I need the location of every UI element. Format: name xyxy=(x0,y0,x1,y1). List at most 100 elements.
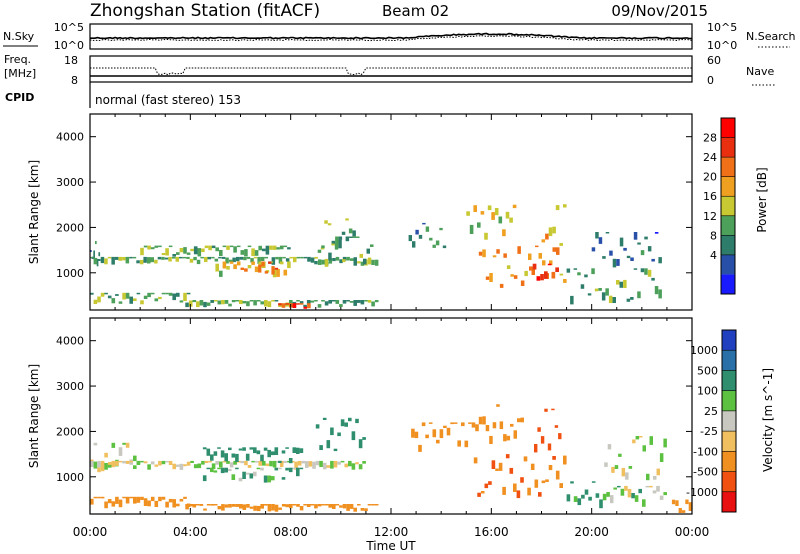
velocity-axis-ticks: 1000 2000 3000 4000 xyxy=(56,318,693,514)
heatmap-cell xyxy=(267,475,271,483)
heatmap-cell xyxy=(634,495,639,502)
heatmap-cell xyxy=(228,504,232,508)
heatmap-cell xyxy=(231,474,236,480)
heatmap-cell xyxy=(281,303,286,308)
heatmap-cell xyxy=(523,456,528,462)
heatmap-cell xyxy=(104,258,108,265)
heatmap-cell xyxy=(328,252,332,261)
heatmap-cell xyxy=(314,300,318,302)
heatmap-cell xyxy=(544,408,548,412)
heatmap-cell xyxy=(357,504,361,506)
cpid-text: normal (fast stereo) 153 xyxy=(95,93,241,107)
heatmap-cell xyxy=(100,460,105,468)
heatmap-cell xyxy=(349,301,354,303)
colorbar-tick-label: -100 xyxy=(693,445,718,458)
heatmap-cell xyxy=(658,257,662,264)
heatmap-cell xyxy=(644,236,648,240)
heatmap-cell xyxy=(283,245,288,248)
heatmap-cell xyxy=(111,501,116,507)
heatmap-cell xyxy=(264,300,268,307)
heatmap-cell xyxy=(118,499,123,508)
heatmap-cell xyxy=(566,268,571,273)
heatmap-cell xyxy=(307,256,311,262)
heatmap-cell xyxy=(147,464,151,470)
heatmap-cell xyxy=(296,447,300,454)
heatmap-cell xyxy=(348,228,353,234)
heatmap-cell xyxy=(529,266,533,271)
noise-panel: N.Sky 10^5 10^0 10^5 10^0 N.Search xyxy=(3,21,796,52)
heatmap-cell xyxy=(573,496,578,502)
heatmap-cell xyxy=(210,454,214,461)
heatmap-cell xyxy=(312,461,316,469)
heatmap-cell xyxy=(555,205,560,211)
heatmap-cell xyxy=(233,246,237,253)
heatmap-cell xyxy=(517,246,521,254)
heatmap-cell xyxy=(345,218,349,221)
heatmap-cell xyxy=(292,467,297,470)
heatmap-cell xyxy=(346,300,350,302)
heatmap-cell xyxy=(446,427,451,436)
heatmap-cell xyxy=(274,504,279,512)
heatmap-cell xyxy=(213,470,218,473)
heatmap-cell xyxy=(310,504,315,506)
heatmap-cell xyxy=(608,295,613,303)
heatmap-cell xyxy=(351,463,356,470)
heatmap-cell xyxy=(125,256,130,264)
heatmap-cell xyxy=(176,292,180,297)
heatmap-cell xyxy=(488,481,492,485)
heatmap-cell xyxy=(342,256,347,261)
heatmap-cell xyxy=(235,504,239,507)
heatmap-cell xyxy=(545,479,549,482)
heatmap-cell xyxy=(118,256,122,261)
heatmap-cell xyxy=(432,244,436,248)
power-panel-frame xyxy=(89,113,693,311)
heatmap-cell xyxy=(640,268,645,273)
heatmap-cell xyxy=(199,504,204,506)
cpid-label: CPID xyxy=(5,91,34,104)
heatmap-cell xyxy=(296,256,301,259)
heatmap-cell xyxy=(122,292,126,300)
heatmap-cell xyxy=(158,496,162,502)
heatmap-cell xyxy=(609,495,614,504)
heatmap-cell xyxy=(642,445,646,452)
heatmap-cell xyxy=(357,300,361,303)
heatmap-cell xyxy=(161,253,166,256)
heatmap-cell xyxy=(606,492,610,497)
heatmap-cell xyxy=(274,267,279,270)
heatmap-cell xyxy=(118,447,123,456)
heatmap-cell xyxy=(587,293,592,296)
heatmap-cell xyxy=(330,460,334,469)
heatmap-cell xyxy=(222,245,227,248)
heatmap-cell xyxy=(161,460,166,465)
heatmap-cell xyxy=(264,256,268,259)
y-tick-label: 3000 xyxy=(56,176,84,189)
heatmap-cell xyxy=(239,300,243,305)
heatmap-cell xyxy=(502,229,506,237)
heatmap-cell xyxy=(328,300,332,304)
heatmap-cell xyxy=(226,245,230,250)
heatmap-cell xyxy=(349,236,353,238)
heatmap-cell xyxy=(630,297,634,300)
heatmap-cell xyxy=(107,499,112,504)
heatmap-cell xyxy=(595,232,599,239)
heatmap-cell xyxy=(297,460,302,466)
y-tick-label: 1000 xyxy=(56,267,84,280)
heatmap-cell xyxy=(595,493,600,498)
heatmap-cell xyxy=(190,460,194,463)
heatmap-cell xyxy=(429,237,433,241)
heatmap-cell xyxy=(366,248,370,254)
heatmap-cell xyxy=(165,248,169,256)
y-tick-label: 2000 xyxy=(56,425,84,438)
heatmap-cell xyxy=(353,257,357,266)
heatmap-cell xyxy=(299,467,304,470)
heatmap-cell xyxy=(671,499,676,505)
heatmap-cell xyxy=(186,256,190,259)
heatmap-cell xyxy=(335,504,340,506)
noise-left-tick-top: 10^5 xyxy=(54,21,84,34)
heatmap-cell xyxy=(292,303,297,308)
heatmap-cell xyxy=(374,300,379,303)
heatmap-cell xyxy=(319,460,323,467)
heatmap-cell xyxy=(360,261,365,266)
heatmap-cell xyxy=(193,246,198,255)
heatmap-cell xyxy=(204,245,209,249)
